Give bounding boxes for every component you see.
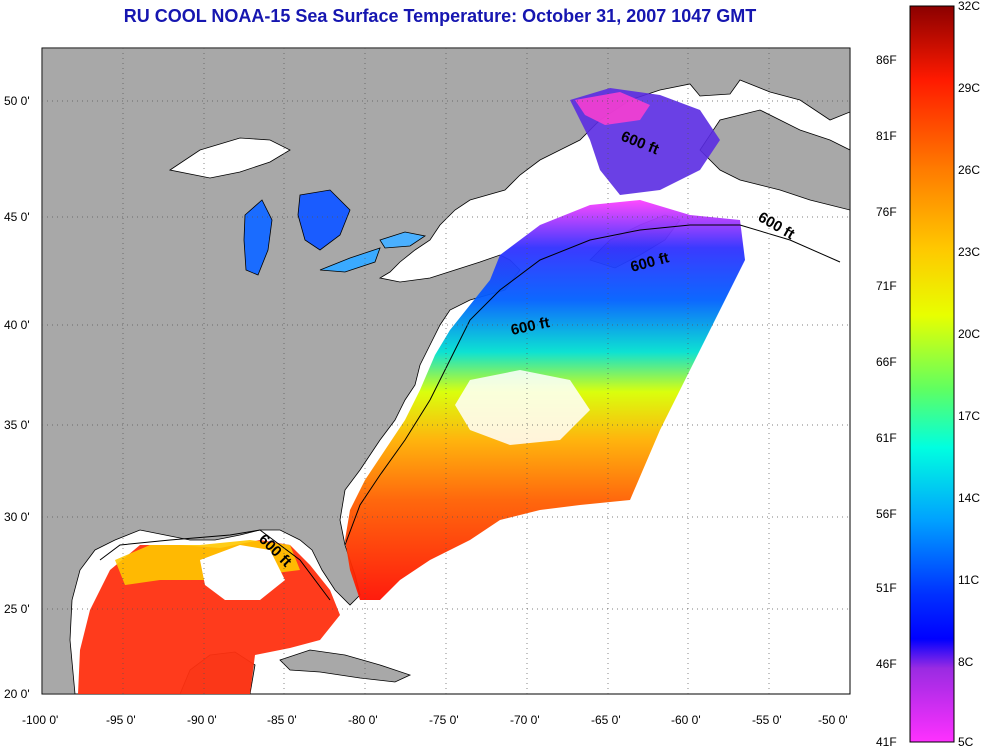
lat-tick-label: 25 0' [4,602,30,616]
colorbar-c-label: 20C [958,327,980,341]
lat-tick-label: 50 0' [4,94,30,108]
colorbar-f-label: 41F [876,735,897,749]
colorbar-f-label: 51F [876,581,897,595]
colorbar-c-label: 32C [958,0,980,13]
atlantic-cloud [455,370,590,445]
gulf-st-lawrence-sst2 [575,92,650,125]
lon-tick-label: -90 0' [187,713,217,727]
colorbar-c-label: 5C [958,735,974,749]
colorbar-c-label: 17C [958,409,980,423]
cuba-island [279,649,412,683]
lat-tick-label: 20 0' [4,687,30,701]
lon-tick-label: -95 0' [106,713,136,727]
lon-tick-label: -70 0' [510,713,540,727]
map-title: RU COOL NOAA-15 Sea Surface Temperature:… [123,6,757,26]
lat-tick-label: 35 0' [4,418,30,432]
colorbar-f-label: 61F [876,431,897,445]
lake-michigan [243,199,273,276]
colorbar-f-label: 66F [876,355,897,369]
colorbar-f-label: 76F [876,205,897,219]
gulf-cloud [200,545,285,600]
lat-tick-label: 40 0' [4,318,30,332]
colorbar-fahrenheit-labels: 86F 81F 76F 71F 66F 61F 56F 51F 46F 41F [876,53,897,749]
colorbar [909,5,955,743]
colorbar-c-label: 23C [958,245,980,259]
colorbar-c-label: 11C [958,573,979,587]
colorbar-c-label: 26C [958,163,980,177]
colorbar-f-label: 46F [876,657,897,671]
lat-ticks: 20 0' 25 0' 30 0' 35 0' 40 0' 45 0' 50 0… [4,94,30,701]
lon-tick-label: -85 0' [267,713,297,727]
colorbar-f-label: 81F [876,129,897,143]
colorbar-c-label: 8C [958,655,974,669]
lon-tick-label: -75 0' [429,713,459,727]
newfoundland-land [699,109,850,211]
contour-600ft-line [99,224,841,601]
lon-tick-label: -65 0' [591,713,621,727]
colorbar-f-label: 56F [876,507,897,521]
colorbar-f-label: 71F [876,279,897,293]
lon-tick-label: -55 0' [752,713,782,727]
lon-tick-label: -50 0' [818,713,848,727]
lon-ticks: -100 0' -95 0' -90 0' -85 0' -80 0' -75 … [22,713,848,727]
lat-tick-label: 45 0' [4,210,30,224]
lon-tick-label: -60 0' [671,713,701,727]
colorbar-c-label: 14C [958,491,980,505]
lake-huron [297,189,351,251]
colorbar-c-label: 29C [958,81,980,95]
lake-ontario [379,231,427,249]
lat-tick-label: 30 0' [4,510,30,524]
lon-tick-label: -100 0' [22,713,58,727]
lon-tick-label: -80 0' [348,713,378,727]
colorbar-celsius-labels: 32C 29C 26C 23C 20C 17C 14C 11C 8C 5C [958,0,980,749]
colorbar-f-label: 86F [876,53,897,67]
lake-superior [168,137,291,179]
